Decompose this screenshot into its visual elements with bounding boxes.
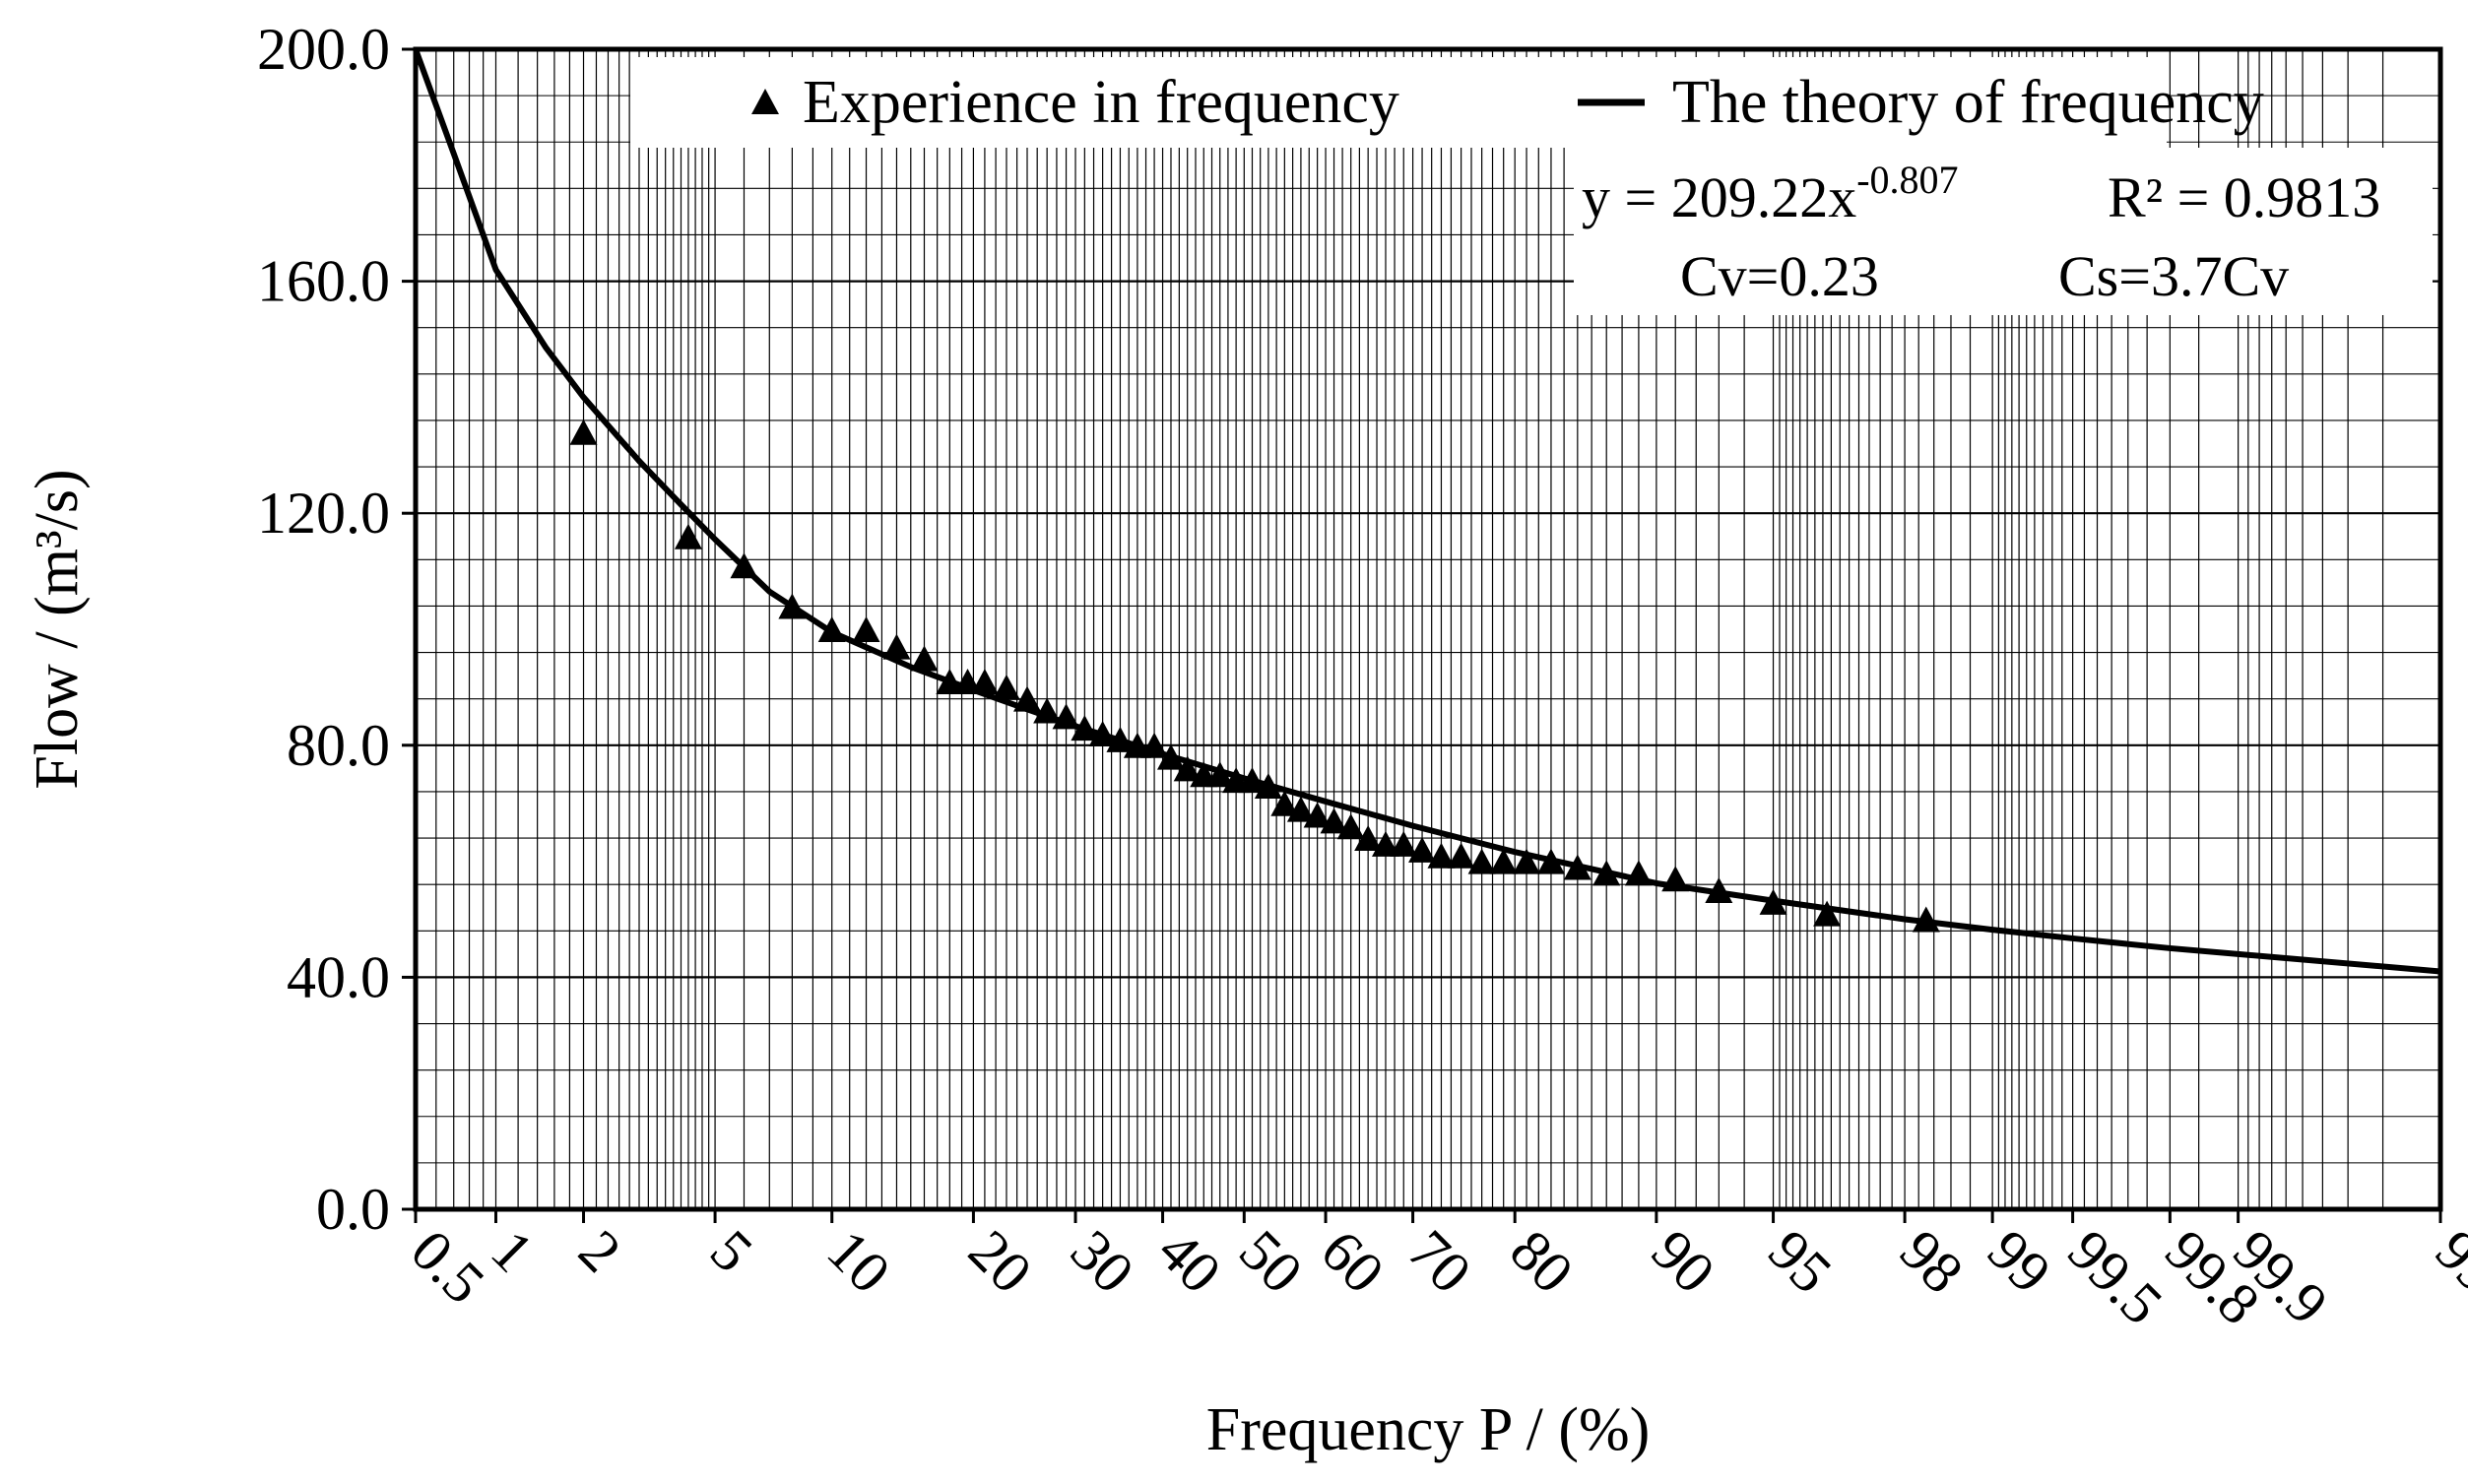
x-tick-label: 60 (1309, 1218, 1396, 1306)
legend-background (630, 57, 2167, 148)
x-tick-label: 90 (1640, 1218, 1727, 1306)
x-tick-label: 99 (1976, 1218, 2063, 1306)
equation-prefix: y = 209.22x (1582, 165, 1856, 229)
y-axis-ticks: 0.0 40.0 80.0 120.0 160.0 200.0 (257, 17, 416, 1242)
data-point (970, 669, 999, 695)
data-point (778, 593, 807, 619)
legend-label-theory: The theory of frequency (1672, 69, 2264, 136)
data-point (1303, 802, 1331, 828)
legend: Experience in frequency The theory of fr… (630, 57, 2433, 315)
plot-frame (413, 46, 2443, 1212)
data-point (1140, 732, 1169, 758)
data-point (1513, 848, 1541, 874)
data-point (992, 674, 1020, 700)
x-tick-label: 95 (1756, 1218, 1844, 1306)
data-point (674, 523, 702, 549)
legend-triangle-marker (751, 89, 779, 114)
data-point (1270, 790, 1299, 816)
x-tick-label: 80 (1498, 1218, 1586, 1306)
data-point (1759, 888, 1787, 915)
y-tick-label: 80.0 (287, 713, 390, 778)
data-point (1592, 860, 1621, 886)
data-point (569, 419, 598, 445)
data-point (730, 552, 758, 579)
equation-annotation: y = 209.22x-0.807 (1582, 158, 1959, 229)
data-point (1205, 761, 1234, 788)
cv-annotation: Cv=0.23 (1680, 244, 1879, 308)
points-layer (569, 419, 1940, 933)
x-tick-label: 5 (698, 1218, 765, 1285)
x-tick-label: 2 (566, 1218, 633, 1285)
data-point (1467, 848, 1496, 874)
r-squared-annotation: R² = 0.9813 (2108, 165, 2380, 229)
data-point (1106, 726, 1135, 752)
data-point (852, 616, 880, 642)
data-point (1447, 842, 1475, 869)
data-point (1354, 825, 1383, 852)
data-point (1813, 900, 1842, 927)
data-point (1336, 813, 1365, 840)
x-tick-label: 99.99 (2424, 1218, 2468, 1358)
data-point (1661, 866, 1690, 892)
data-point (910, 645, 939, 672)
x-tick-label: 70 (1396, 1218, 1483, 1306)
data-point (1408, 836, 1437, 863)
y-tick-label: 200.0 (257, 17, 390, 82)
data-point (1390, 830, 1418, 857)
data-point (1427, 842, 1456, 869)
data-point (1705, 877, 1733, 904)
data-point (1033, 697, 1062, 724)
y-tick-label: 160.0 (257, 249, 390, 314)
data-point (1912, 906, 1940, 933)
x-tick-label: 98 (1888, 1218, 1976, 1306)
x-tick-label: 99.5 (2055, 1218, 2175, 1337)
y-tick-label: 0.0 (316, 1177, 390, 1242)
equation-exponent: -0.807 (1856, 158, 1958, 202)
data-point (1254, 773, 1282, 800)
data-point (1286, 796, 1315, 822)
y-tick-label: 120.0 (257, 481, 390, 546)
x-tick-label: 10 (815, 1218, 903, 1306)
data-point (1156, 743, 1185, 770)
data-point (1489, 848, 1518, 874)
data-point (1052, 703, 1080, 730)
x-tick-label: 40 (1145, 1218, 1233, 1306)
data-point (882, 633, 911, 660)
data-point (1624, 860, 1653, 886)
y-tick-label: 40.0 (287, 944, 390, 1009)
data-point (1088, 721, 1117, 747)
annotation-background (1574, 148, 2433, 315)
data-point (1536, 848, 1565, 874)
data-point (1173, 755, 1202, 782)
data-point (1371, 830, 1399, 857)
data-point (817, 616, 846, 642)
x-axis-title: Frequency P / (%) (1206, 1396, 1651, 1463)
data-point (1238, 767, 1266, 794)
x-tick-label: 30 (1059, 1218, 1146, 1306)
data-point (1320, 807, 1348, 834)
cs-annotation: Cs=3.7Cv (2058, 244, 2289, 308)
data-point (1563, 854, 1591, 880)
x-tick-label: 50 (1227, 1218, 1315, 1306)
y-axis-title: Flow / (m³/s) (24, 469, 91, 789)
legend-label-experience: Experience in frequency (803, 69, 1399, 136)
x-tick-label: 20 (956, 1218, 1044, 1306)
data-point (1013, 685, 1042, 712)
data-point (1071, 715, 1099, 742)
data-point (936, 669, 964, 695)
